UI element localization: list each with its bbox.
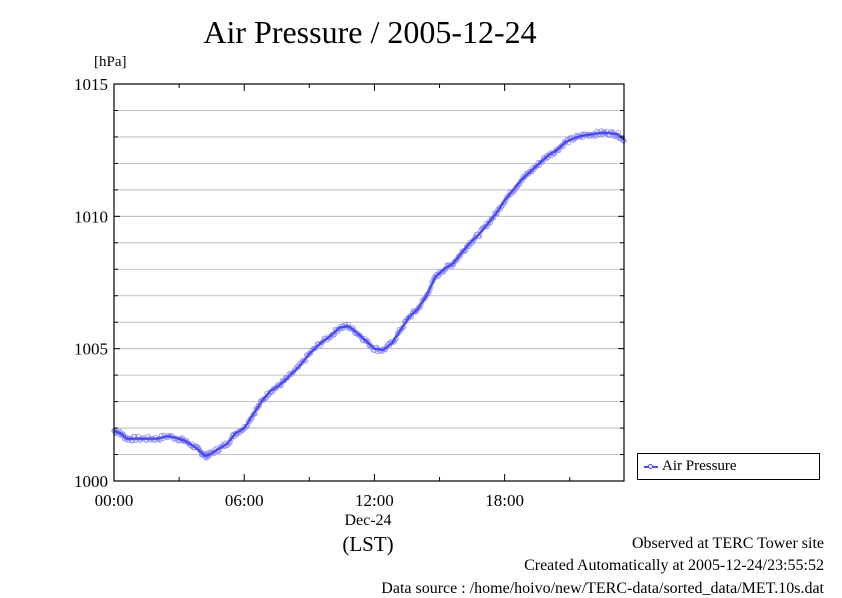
- y-axis-unit: [hPa]: [94, 54, 127, 70]
- legend: Air Pressure: [637, 453, 820, 480]
- data-point: [364, 338, 370, 345]
- data-point: [313, 345, 319, 351]
- data-point: [464, 244, 470, 250]
- y-tick-label: 1000: [74, 472, 108, 491]
- footer-observed: Observed at TERC Tower site: [631, 535, 824, 552]
- grid-lines: [114, 110, 624, 455]
- footer-created: Created Automatically at 2005-12-24/23:5…: [524, 557, 824, 574]
- data-point: [312, 346, 318, 352]
- data-point: [506, 192, 512, 198]
- axis-ticks: [113, 83, 624, 482]
- x-tick-label: 06:00: [225, 491, 264, 510]
- data-point: [434, 272, 440, 279]
- data-point: [534, 162, 540, 169]
- x-tick-label: 00:00: [95, 491, 134, 510]
- y-tick-label: 1015: [74, 75, 108, 94]
- tick-labels: 1000 1005 1010 1015 00:00 06:00 12:00 18:00: [74, 75, 524, 510]
- x-axis-date-label: Dec-24: [344, 512, 392, 529]
- legend-label: Air Pressure: [662, 458, 737, 474]
- data-point: [482, 223, 488, 230]
- x-tick-label: 12:00: [355, 491, 394, 510]
- footer-source: Data source : /home/hoivo/new/TERC-data/…: [381, 580, 824, 597]
- series-markers: [111, 128, 627, 461]
- chart-title: Air Pressure / 2005-12-24: [203, 14, 537, 50]
- data-point: [558, 143, 564, 150]
- plot-frame: [113, 83, 625, 482]
- data-point: [533, 164, 539, 170]
- x-axis-timezone-label: (LST): [342, 532, 394, 556]
- legend-marker-icon: [648, 464, 653, 469]
- series-line: [113, 131, 625, 458]
- y-tick-label: 1005: [74, 340, 108, 359]
- data-point: [521, 174, 527, 181]
- series-air-pressure: [111, 128, 627, 461]
- y-tick-label: 1010: [74, 207, 108, 226]
- x-tick-label: 18:00: [485, 491, 524, 510]
